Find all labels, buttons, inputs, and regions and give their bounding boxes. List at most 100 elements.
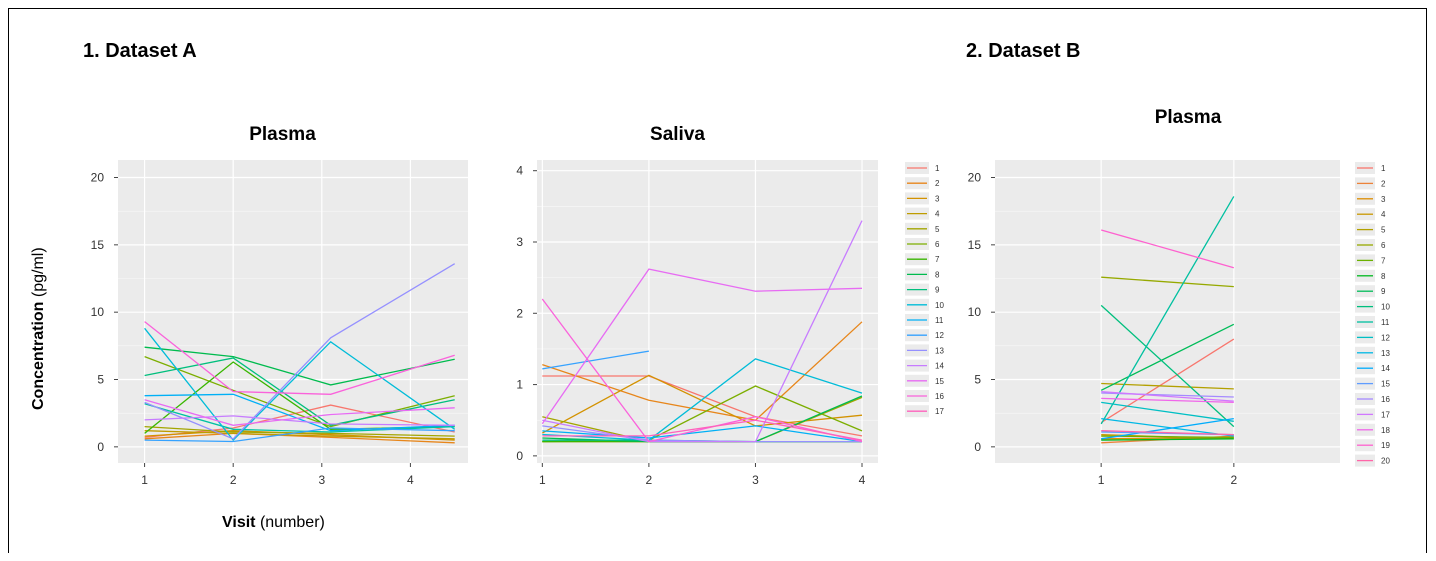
- plasma_b-series-line: [1101, 390, 1234, 402]
- plasma_b-ytick-label: 20: [968, 171, 982, 185]
- saliva_a-panel-background: [537, 160, 878, 463]
- plasma_b-legend-label: 20: [1381, 457, 1390, 466]
- saliva_a-legend-label: 17: [935, 407, 944, 416]
- plasma_b-legend-label: 7: [1381, 256, 1386, 265]
- saliva_a-ytick-label: 1: [516, 378, 523, 392]
- plasma_a-xtick-label: 4: [407, 473, 414, 487]
- saliva_a-series-line: [542, 375, 863, 437]
- saliva_a-series-line: [542, 425, 863, 443]
- plasma_b-legend-label: 16: [1381, 395, 1390, 404]
- plasma_a-series-line: [144, 263, 456, 440]
- plasma_a-ytick-label: 10: [91, 305, 105, 319]
- saliva_a-series-line: [541, 298, 863, 443]
- saliva_a-series-line: [542, 358, 863, 441]
- plasma_a-series-line: [144, 427, 455, 443]
- plasma_b-ytick-label: 0: [974, 440, 981, 454]
- plasma_a-series-line: [144, 346, 455, 386]
- saliva_a-ytick-label: 4: [516, 164, 523, 178]
- saliva_a-series-line: [542, 220, 863, 443]
- plasma_a-xtick-label: 1: [141, 473, 148, 487]
- saliva_a-xtick-label: 4: [859, 473, 866, 487]
- saliva_a-legend-label: 11: [935, 316, 944, 325]
- saliva_a-legend-label: 9: [935, 286, 940, 295]
- plasma_a-ytick-label: 5: [97, 373, 104, 387]
- plasma_b-series-line: [1101, 430, 1234, 436]
- plasma_b-legend-label: 6: [1381, 241, 1386, 250]
- saliva_a-legend-label: 7: [935, 255, 940, 264]
- plasma_b-legend-label: 4: [1381, 210, 1386, 219]
- saliva_a-ytick-label: 2: [516, 306, 523, 320]
- plasma_a-panel-background: [118, 160, 468, 463]
- panel-title-plasma-a: Plasma: [249, 124, 316, 145]
- plasma_b-legend-label: 15: [1381, 380, 1390, 389]
- plasma_b-series-line: [1100, 196, 1235, 425]
- plasma_a-series-line: [144, 399, 455, 426]
- plasma_b-legend-label: 10: [1381, 303, 1390, 312]
- saliva_a-xtick-label: 2: [646, 473, 653, 487]
- plasma_a-xtick-label: 3: [318, 473, 325, 487]
- plasma_b-series-line: [1101, 229, 1234, 269]
- plasma_b-legend-label: 14: [1381, 364, 1390, 373]
- plasma_a-xtick-label: 2: [230, 473, 237, 487]
- panel-title-saliva-a: Saliva: [650, 124, 705, 145]
- plasma_b-series-line: [1101, 417, 1234, 440]
- plasma_b-panel-background: [995, 160, 1340, 463]
- plasma_b-series-line: [1101, 435, 1234, 439]
- panel-title-plasma-b: Plasma: [1154, 107, 1222, 128]
- saliva_a-series-line: [542, 425, 862, 443]
- plasma_b-legend-label: 1: [1381, 164, 1386, 173]
- plasma_b-xtick-label: 1: [1098, 473, 1105, 487]
- plasma_b-series-line: [1100, 304, 1235, 428]
- saliva_a-legend-label: 14: [935, 362, 944, 371]
- plasma_b-legend-label: 3: [1381, 195, 1386, 204]
- saliva_a-legend-label: 12: [935, 331, 944, 340]
- plasma_b-series-line: [1101, 276, 1234, 288]
- saliva_a-legend-label: 2: [935, 179, 940, 188]
- saliva_a-xtick-label: 3: [752, 473, 759, 487]
- x-axis-label-main: Visit: [222, 514, 256, 531]
- saliva_a-legend-label: 5: [935, 225, 940, 234]
- saliva_a-legend-label: 10: [935, 301, 944, 310]
- plasma_a-ytick-label: 0: [97, 440, 104, 454]
- saliva_a-legend-label: 4: [935, 210, 940, 219]
- plasma_a-series-line: [144, 393, 455, 432]
- plasma_b-legend-label: 18: [1381, 426, 1390, 435]
- plasma_b-legend-label: 11: [1381, 318, 1390, 327]
- plasma_b-legend-label: 19: [1381, 441, 1390, 450]
- section-title-b: 2. Dataset B: [966, 40, 1081, 62]
- plasma_b-legend-label: 5: [1381, 226, 1386, 235]
- plasma_b-legend-label: 12: [1381, 333, 1390, 342]
- plasma_b-xtick-label: 2: [1231, 473, 1238, 487]
- plasma_b-ytick-label: 15: [968, 238, 982, 252]
- saliva_a-legend-label: 13: [935, 346, 944, 355]
- plasma_a-series-line: [144, 425, 455, 437]
- plasma_b-series-line: [1100, 338, 1235, 424]
- section-title-a: 1. Dataset A: [83, 40, 197, 62]
- saliva_a-series-line: [542, 321, 863, 421]
- plasma_b-legend-label: 17: [1381, 410, 1390, 419]
- plasma_a-ytick-label: 15: [91, 238, 105, 252]
- figure-frame: [8, 8, 1427, 553]
- saliva_a-series-line: [541, 268, 863, 425]
- saliva_a-legend-label: 15: [935, 377, 944, 386]
- plasma_a-series-line: [144, 321, 455, 395]
- x-axis-label: Visit (number): [222, 514, 325, 532]
- plasma_b-series-line: [1101, 382, 1234, 390]
- saliva_a-legend-label: 3: [935, 194, 940, 203]
- plasma_b-series-line: [1101, 401, 1234, 422]
- saliva_a-legend-label: 8: [935, 270, 940, 279]
- plasma_b-legend-label: 9: [1381, 287, 1386, 296]
- x-axis-label-unit: (number): [255, 514, 325, 531]
- plasma_b-legend-label: 8: [1381, 272, 1386, 281]
- plasma_a-ytick-label: 20: [91, 171, 105, 185]
- plasma_b-series-line: [1101, 438, 1234, 441]
- plasma_b-ytick-label: 5: [974, 373, 981, 387]
- saliva_a-legend-label: 1: [935, 164, 940, 173]
- plasma_b-ytick-label: 10: [968, 305, 982, 319]
- saliva_a-legend-label: 6: [935, 240, 940, 249]
- plasma_b-series-line: [1101, 417, 1234, 437]
- saliva_a-series-line: [542, 350, 650, 370]
- plasma_b-legend-label: 2: [1381, 179, 1386, 188]
- plasma_b-legend-label: 13: [1381, 349, 1390, 358]
